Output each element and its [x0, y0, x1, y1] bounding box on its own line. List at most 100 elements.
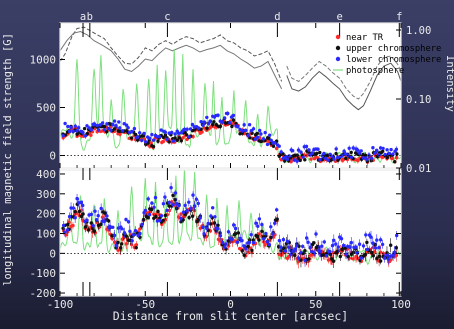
upper-chromosphere-point — [346, 254, 350, 259]
lower-chromosphere-point — [89, 212, 94, 217]
near-tr-point — [110, 237, 114, 241]
lower-chromosphere-point — [279, 245, 283, 249]
lower-chromosphere-point — [378, 238, 383, 242]
lower-chromosphere-point — [190, 122, 195, 127]
near-tr-point — [263, 243, 267, 247]
lower-chromosphere-point — [120, 129, 125, 133]
upper-chromosphere-point — [295, 153, 299, 157]
upper-chromosphere-point — [271, 144, 276, 148]
lower-chromosphere-point — [126, 126, 130, 130]
lower-chromosphere-point — [341, 243, 346, 248]
lower-chromosphere-point — [173, 191, 178, 195]
lower-chromosphere-point — [236, 125, 240, 129]
y-right-tick-label: 1.00 — [406, 25, 431, 37]
upper-chromosphere-point — [303, 158, 307, 162]
lower-chromosphere-point — [304, 144, 309, 149]
y-tick-label: -200 — [30, 287, 57, 300]
lower-chromosphere-point — [310, 151, 314, 155]
near-tr-point — [71, 223, 75, 228]
lower-chromosphere-point — [105, 122, 109, 126]
lower-chromosphere-point — [136, 135, 140, 139]
near-tr-point — [226, 244, 231, 248]
lower-chromosphere-point — [111, 225, 115, 229]
upper-chromosphere-point — [334, 151, 338, 156]
lower-chromosphere-point — [359, 256, 363, 260]
near-tr-point — [142, 137, 146, 141]
lower-chromosphere-point — [202, 120, 206, 124]
lower-chromosphere-point — [188, 127, 193, 131]
upper-chromosphere-point — [375, 256, 379, 260]
upper-chromosphere-point — [167, 140, 171, 144]
lower-chromosphere-point — [308, 153, 312, 157]
lower-chromosphere-point — [76, 126, 81, 130]
lower-chromosphere-point — [122, 231, 127, 235]
lower-chromosphere-point — [279, 150, 283, 154]
marker-label: e — [336, 11, 342, 23]
upper-chromosphere-point — [250, 248, 254, 252]
lower-chromosphere-point — [281, 237, 286, 242]
lower-chromosphere-point — [307, 148, 311, 152]
lower-chromosphere-point — [106, 126, 111, 131]
lower-chromosphere-point — [161, 202, 166, 206]
lower-chromosphere-point — [369, 235, 373, 239]
lower-chromosphere-point — [295, 244, 299, 248]
upper-chromosphere-point — [230, 124, 234, 129]
y-tick-label: 300 — [36, 188, 56, 201]
y-axis-label: longitudinal magnetic field strength [G] — [2, 33, 14, 286]
lower-chromosphere-point — [111, 122, 115, 127]
marker-label: b — [87, 11, 93, 23]
lower-chromosphere-point — [189, 206, 193, 211]
upper-chromosphere-point — [124, 234, 128, 238]
lower-chromosphere-point — [238, 236, 242, 240]
lower-chromosphere-point — [361, 244, 366, 248]
lower-chromosphere-point — [205, 115, 209, 120]
upper-chromosphere-point — [86, 228, 91, 232]
lower-chromosphere-point — [344, 252, 348, 256]
upper-chromosphere-point — [236, 231, 241, 235]
legend-label: photosphere — [346, 66, 404, 76]
lower-chromosphere-point — [262, 237, 266, 241]
lower-chromosphere-point — [303, 258, 307, 263]
lower-chromosphere-point — [318, 157, 322, 162]
lower-chromosphere-point — [329, 154, 334, 158]
lower-chromosphere-point — [233, 226, 238, 231]
upper-chromosphere-point — [61, 226, 65, 230]
lower-chromosphere-point — [318, 249, 323, 254]
lower-chromosphere-point — [389, 147, 393, 152]
lower-chromosphere-point — [322, 151, 326, 156]
lower-chromosphere-point — [259, 132, 263, 136]
lower-chromosphere-point — [61, 134, 65, 138]
x-tick-label: -50 — [135, 298, 155, 311]
lower-chromosphere-point — [273, 141, 277, 145]
x-tick-label: 0 — [227, 298, 234, 311]
lower-chromosphere-point — [146, 197, 150, 201]
marker-label: c — [164, 11, 170, 23]
intensity-curve — [60, 26, 283, 82]
lower-chromosphere-point — [332, 157, 336, 161]
lower-chromosphere-point — [292, 158, 296, 162]
upper-chromosphere-point — [233, 231, 238, 236]
lower-chromosphere-point — [132, 126, 137, 131]
lower-chromosphere-point — [265, 142, 270, 147]
lower-chromosphere-point — [73, 124, 78, 128]
lower-chromosphere-point — [96, 128, 101, 132]
upper-chromosphere-point — [146, 215, 150, 220]
lower-chromosphere-point — [79, 200, 83, 205]
lower-chromosphere-point — [287, 154, 291, 158]
upper-chromosphere-point — [381, 149, 385, 153]
lower-chromosphere-point — [222, 116, 227, 120]
lower-chromosphere-point — [177, 131, 181, 135]
lower-chromosphere-point — [197, 126, 201, 130]
upper-chromosphere-point — [331, 259, 336, 263]
lower-chromosphere-point — [223, 245, 227, 249]
lower-chromosphere-point — [75, 129, 79, 133]
upper-chromosphere-point — [154, 214, 158, 219]
lower-chromosphere-point — [209, 214, 213, 218]
lower-chromosphere-point — [301, 244, 305, 249]
lower-chromosphere-point — [275, 208, 279, 212]
lower-chromosphere-point — [242, 244, 246, 248]
lower-chromosphere-point — [102, 128, 107, 132]
lower-chromosphere-point — [163, 195, 167, 199]
upper-chromosphere-point — [161, 135, 166, 140]
lower-chromosphere-point — [187, 135, 191, 139]
